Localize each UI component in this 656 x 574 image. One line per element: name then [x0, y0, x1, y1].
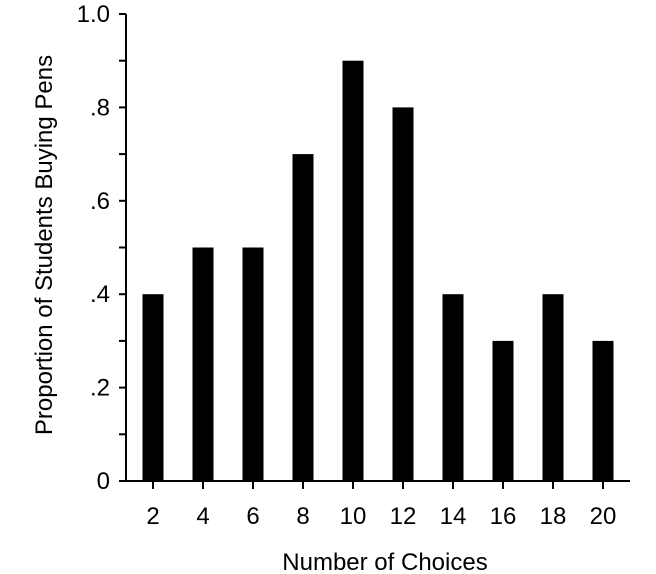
bar-10	[342, 60, 364, 481]
bar-14	[442, 294, 464, 481]
bar-6	[242, 247, 264, 481]
y-axis-ticks: 0 .2 .4 .6 .8 1.0	[77, 1, 126, 495]
x-tick-label: 6	[246, 503, 259, 530]
y-tick-label: .2	[90, 375, 110, 402]
y-tick-label: 1.0	[77, 1, 110, 28]
x-axis-ticks: 2 4 6 8 10 12 14 16 18 20	[146, 481, 616, 530]
bar-20	[592, 340, 614, 481]
y-axis-title: Proportion of Students Buying Pens	[31, 55, 58, 435]
y-tick-label: .4	[90, 281, 110, 308]
bars	[142, 60, 614, 482]
bar-16	[492, 340, 514, 481]
x-tick-label: 16	[490, 503, 517, 530]
y-tick-label: .8	[90, 94, 110, 121]
x-tick-label: 20	[590, 503, 617, 530]
x-tick-label: 14	[440, 503, 467, 530]
x-tick-label: 8	[296, 503, 309, 530]
x-tick-label: 4	[196, 503, 209, 530]
bar-18	[542, 294, 564, 481]
x-tick-label: 10	[340, 503, 367, 530]
y-tick-label: .6	[90, 188, 110, 215]
x-tick-label: 2	[146, 503, 159, 530]
bar-8	[292, 154, 314, 481]
x-axis-title: Number of Choices	[282, 549, 487, 574]
x-tick-label: 18	[540, 503, 567, 530]
bar-12	[392, 107, 414, 482]
bar-2	[142, 294, 164, 481]
y-tick-label: 0	[97, 468, 110, 495]
x-tick-label: 12	[390, 503, 417, 530]
bar-4	[192, 247, 214, 481]
